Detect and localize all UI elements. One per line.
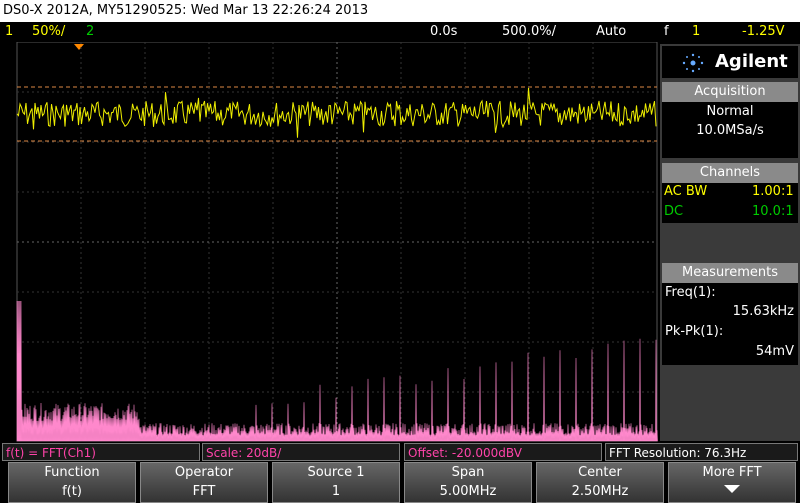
ch1-coupling: AC BW bbox=[664, 184, 708, 199]
softkey[interactable]: Source 1 1 bbox=[272, 462, 400, 503]
acquisition-heading: Acquisition bbox=[662, 82, 798, 102]
ch1-probe: 1.00:1 bbox=[752, 184, 794, 199]
brand: Agilent bbox=[715, 51, 788, 72]
softkey-value: f(t) bbox=[62, 484, 82, 499]
softkey[interactable]: Function f(t) bbox=[8, 462, 136, 503]
trigger-icon: f bbox=[664, 24, 669, 39]
softkey-value: 1 bbox=[331, 484, 341, 499]
softkey-label: Source 1 bbox=[307, 465, 365, 480]
ch1-scale: 50%/ bbox=[32, 24, 66, 39]
ch1-label: 1 bbox=[5, 24, 14, 39]
time-scale: 500.0%/ bbox=[502, 24, 556, 39]
brand-box bbox=[662, 46, 798, 78]
measurements-heading: Measurements bbox=[662, 263, 798, 283]
trigger-mode: Auto bbox=[596, 24, 627, 39]
channels-box bbox=[662, 183, 798, 223]
ch2-probe: 10.0:1 bbox=[752, 204, 794, 219]
acquisition-box bbox=[662, 102, 798, 158]
measurements-box bbox=[662, 283, 798, 365]
meas-label: Pk-Pk(1): bbox=[665, 324, 724, 339]
meas-label: Freq(1): bbox=[665, 285, 716, 300]
fft-trace bbox=[16, 300, 658, 442]
math-scale: Scale: 20dB/ bbox=[202, 443, 400, 461]
softkey-value bbox=[669, 482, 795, 501]
softkey[interactable]: More FFT bbox=[668, 462, 796, 503]
softkey-label: Span bbox=[451, 465, 485, 480]
softkey-label: Center bbox=[578, 465, 622, 480]
trigger-source: 1 bbox=[692, 24, 701, 39]
softkey[interactable]: Span 5.00MHz bbox=[404, 462, 532, 503]
softkey-label: Function bbox=[44, 465, 100, 480]
acq-mode: Normal bbox=[706, 104, 754, 119]
trigger-level: -1.25V bbox=[742, 24, 785, 39]
meas-value: 54mV bbox=[755, 344, 794, 359]
title-bar: DS0-X 2012A, MY51290525: Wed Mar 13 22:2… bbox=[0, 0, 800, 22]
softkey[interactable]: Center 2.50MHz bbox=[536, 462, 664, 503]
softkey[interactable]: Operator FFT bbox=[140, 462, 268, 503]
time-offset: 0.0s bbox=[430, 24, 458, 39]
softkey-value: FFT bbox=[192, 484, 216, 499]
ch2-coupling: DC bbox=[664, 204, 684, 219]
math-offset: Offset: -20.000dBV bbox=[404, 443, 602, 461]
acq-rate: 10.0MSa/s bbox=[696, 123, 764, 138]
softkey-value: 2.50MHz bbox=[571, 484, 629, 499]
ch2-label: 2 bbox=[86, 24, 95, 39]
ch1-waveform bbox=[16, 87, 657, 138]
channels-heading: Channels bbox=[662, 163, 798, 183]
meas-value: 15.63kHz bbox=[732, 304, 794, 319]
math-function: f(t) = FFT(Ch1) bbox=[2, 443, 200, 461]
softkey-label: More FFT bbox=[702, 465, 762, 480]
trigger-marker bbox=[74, 44, 84, 50]
softkey-value: 5.00MHz bbox=[439, 484, 497, 499]
graticule bbox=[16, 42, 658, 442]
fft-resolution: FFT Resolution: 76.3Hz bbox=[605, 443, 798, 461]
logo bbox=[682, 53, 704, 73]
softkey-label: Operator bbox=[174, 465, 234, 480]
